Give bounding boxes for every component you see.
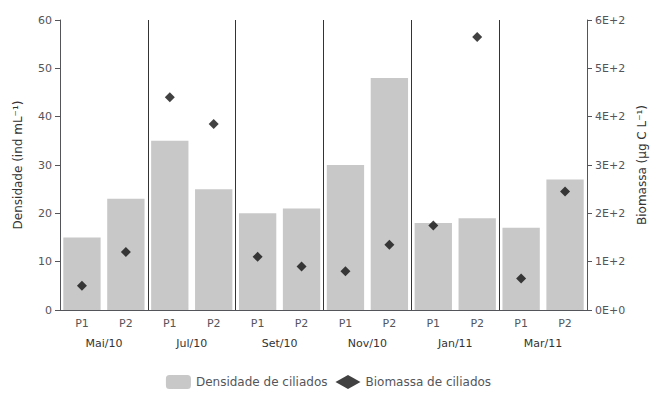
svg-text:Jul/10: Jul/10 — [175, 337, 207, 350]
svg-text:Set/10: Set/10 — [262, 337, 298, 350]
svg-text:20: 20 — [38, 207, 52, 220]
svg-text:Biomassa de ciliados: Biomassa de ciliados — [365, 375, 491, 389]
svg-text:P2: P2 — [383, 317, 397, 330]
svg-text:P1: P1 — [426, 317, 440, 330]
svg-text:Densidade de ciliados: Densidade de ciliados — [196, 375, 328, 389]
svg-text:Densidade (ind mL⁻¹): Densidade (ind mL⁻¹) — [11, 101, 25, 230]
svg-text:P2: P2 — [295, 317, 309, 330]
svg-text:6E+2: 6E+2 — [595, 14, 625, 27]
svg-text:P2: P2 — [470, 317, 484, 330]
svg-text:0: 0 — [45, 304, 52, 317]
svg-text:60: 60 — [38, 14, 52, 27]
svg-text:P2: P2 — [119, 317, 133, 330]
svg-text:30: 30 — [38, 159, 52, 172]
svg-text:50: 50 — [38, 62, 52, 75]
svg-text:Biomassa (µg C L⁻¹): Biomassa (µg C L⁻¹) — [635, 105, 649, 225]
svg-text:P1: P1 — [75, 317, 89, 330]
svg-text:5E+2: 5E+2 — [595, 62, 625, 75]
svg-text:Jan/11: Jan/11 — [437, 337, 473, 350]
svg-text:1E+2: 1E+2 — [595, 255, 625, 268]
svg-text:40: 40 — [38, 110, 52, 123]
svg-text:P1: P1 — [163, 317, 177, 330]
svg-text:P1: P1 — [251, 317, 265, 330]
svg-text:P1: P1 — [339, 317, 353, 330]
svg-text:Mai/10: Mai/10 — [85, 337, 122, 350]
svg-text:2E+2: 2E+2 — [595, 207, 625, 220]
svg-text:4E+2: 4E+2 — [595, 110, 625, 123]
svg-text:P2: P2 — [207, 317, 221, 330]
svg-text:P2: P2 — [558, 317, 572, 330]
svg-text:Mar/11: Mar/11 — [524, 337, 562, 350]
svg-text:10: 10 — [38, 255, 52, 268]
svg-text:0E+0: 0E+0 — [595, 304, 625, 317]
svg-text:Nov/10: Nov/10 — [348, 337, 387, 350]
svg-text:P1: P1 — [514, 317, 528, 330]
svg-text:3E+2: 3E+2 — [595, 159, 625, 172]
